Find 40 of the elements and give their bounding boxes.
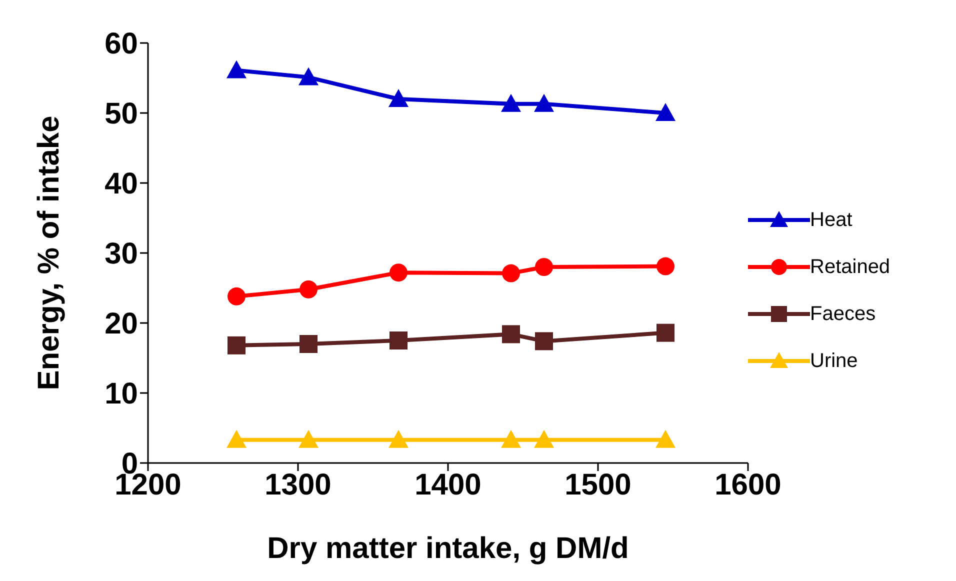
point	[298, 67, 318, 86]
point	[656, 430, 676, 448]
point	[300, 335, 318, 353]
point	[388, 430, 408, 448]
point	[228, 287, 246, 306]
point	[501, 94, 521, 112]
point	[502, 264, 520, 282]
legend-label: Faeces	[810, 302, 876, 326]
point	[388, 89, 408, 107]
y-tick-label: 10	[104, 378, 138, 411]
x-tick-label: 1500	[564, 468, 632, 502]
legend-label: Retained	[810, 256, 890, 278]
point	[226, 60, 246, 78]
point	[501, 430, 521, 448]
point	[228, 336, 246, 354]
point	[390, 332, 408, 350]
y-tick-label: 50	[104, 98, 138, 131]
point	[390, 264, 408, 282]
point	[534, 94, 554, 112]
point	[300, 280, 318, 298]
x-tick-label: 1600	[714, 468, 782, 502]
y-axis-title: Energy, % of intake	[32, 116, 66, 390]
point	[656, 324, 674, 342]
point	[535, 258, 553, 276]
x-axis-title: Dry matter intake, g DM/d	[267, 532, 629, 565]
x-tick-label: 1300	[264, 468, 332, 502]
y-tick-label: 30	[104, 238, 138, 271]
point	[502, 325, 520, 344]
point	[656, 103, 676, 121]
point	[226, 430, 246, 448]
legend-label: Urine	[810, 350, 858, 372]
y-tick-label: 60	[104, 28, 138, 61]
point	[535, 332, 553, 350]
y-tick-label: 40	[104, 168, 138, 201]
x-tick-label: 1400	[414, 468, 482, 502]
point	[534, 430, 554, 448]
y-tick-label: 20	[104, 308, 138, 341]
point	[298, 430, 318, 448]
point	[656, 257, 674, 276]
legend-label: Heat	[810, 208, 852, 232]
